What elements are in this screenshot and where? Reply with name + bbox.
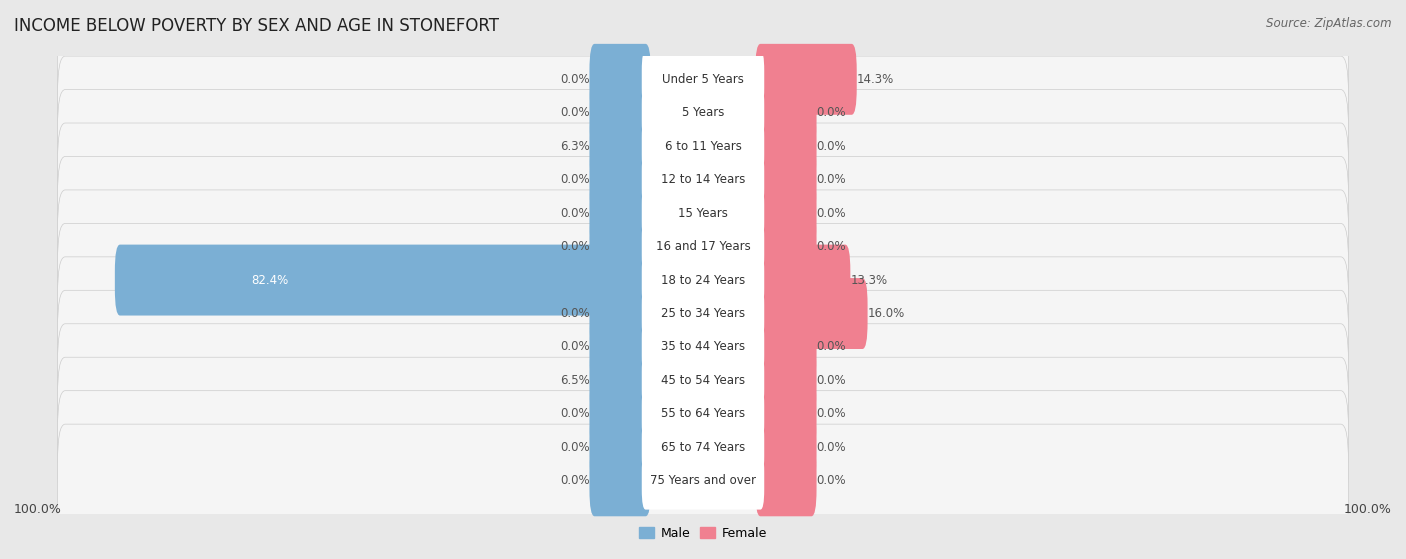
FancyBboxPatch shape	[755, 178, 817, 249]
Text: 65 to 74 Years: 65 to 74 Years	[661, 441, 745, 454]
Text: 0.0%: 0.0%	[817, 374, 846, 387]
Text: 35 to 44 Years: 35 to 44 Years	[661, 340, 745, 353]
FancyBboxPatch shape	[589, 378, 651, 449]
Text: 0.0%: 0.0%	[560, 441, 589, 454]
FancyBboxPatch shape	[755, 278, 868, 349]
FancyBboxPatch shape	[58, 123, 1348, 236]
FancyBboxPatch shape	[641, 285, 765, 342]
Text: 0.0%: 0.0%	[817, 140, 846, 153]
Text: 0.0%: 0.0%	[560, 106, 589, 119]
Text: 100.0%: 100.0%	[1344, 503, 1392, 516]
Legend: Male, Female: Male, Female	[640, 527, 766, 540]
FancyBboxPatch shape	[641, 452, 765, 510]
FancyBboxPatch shape	[589, 44, 651, 115]
FancyBboxPatch shape	[58, 357, 1348, 471]
Text: Under 5 Years: Under 5 Years	[662, 73, 744, 86]
Text: 75 Years and over: 75 Years and over	[650, 475, 756, 487]
FancyBboxPatch shape	[641, 252, 765, 309]
FancyBboxPatch shape	[115, 245, 651, 315]
FancyBboxPatch shape	[641, 151, 765, 209]
FancyBboxPatch shape	[755, 378, 817, 449]
FancyBboxPatch shape	[58, 23, 1348, 136]
FancyBboxPatch shape	[58, 324, 1348, 437]
FancyBboxPatch shape	[641, 184, 765, 242]
FancyBboxPatch shape	[641, 50, 765, 108]
FancyBboxPatch shape	[58, 391, 1348, 504]
FancyBboxPatch shape	[589, 345, 651, 416]
FancyBboxPatch shape	[58, 424, 1348, 538]
Text: 14.3%: 14.3%	[856, 73, 894, 86]
Text: 0.0%: 0.0%	[560, 307, 589, 320]
Text: Source: ZipAtlas.com: Source: ZipAtlas.com	[1267, 17, 1392, 30]
FancyBboxPatch shape	[641, 419, 765, 476]
FancyBboxPatch shape	[755, 311, 817, 382]
Text: 16.0%: 16.0%	[868, 307, 905, 320]
Text: 0.0%: 0.0%	[817, 106, 846, 119]
Text: 0.0%: 0.0%	[817, 408, 846, 420]
FancyBboxPatch shape	[589, 278, 651, 349]
FancyBboxPatch shape	[589, 446, 651, 517]
FancyBboxPatch shape	[641, 218, 765, 276]
Text: 25 to 34 Years: 25 to 34 Years	[661, 307, 745, 320]
Text: 6.3%: 6.3%	[560, 140, 589, 153]
FancyBboxPatch shape	[755, 211, 817, 282]
FancyBboxPatch shape	[755, 111, 817, 182]
Text: 0.0%: 0.0%	[560, 408, 589, 420]
Text: INCOME BELOW POVERTY BY SEX AND AGE IN STONEFORT: INCOME BELOW POVERTY BY SEX AND AGE IN S…	[14, 17, 499, 35]
Text: 0.0%: 0.0%	[817, 475, 846, 487]
FancyBboxPatch shape	[58, 157, 1348, 270]
FancyBboxPatch shape	[641, 318, 765, 376]
FancyBboxPatch shape	[589, 178, 651, 249]
Text: 16 and 17 Years: 16 and 17 Years	[655, 240, 751, 253]
FancyBboxPatch shape	[641, 117, 765, 175]
FancyBboxPatch shape	[589, 311, 651, 382]
FancyBboxPatch shape	[58, 290, 1348, 404]
FancyBboxPatch shape	[755, 412, 817, 483]
FancyBboxPatch shape	[755, 345, 817, 416]
FancyBboxPatch shape	[58, 89, 1348, 203]
FancyBboxPatch shape	[641, 84, 765, 141]
FancyBboxPatch shape	[755, 77, 817, 148]
FancyBboxPatch shape	[641, 385, 765, 443]
Text: 55 to 64 Years: 55 to 64 Years	[661, 408, 745, 420]
Text: 6 to 11 Years: 6 to 11 Years	[665, 140, 741, 153]
Text: 15 Years: 15 Years	[678, 207, 728, 220]
FancyBboxPatch shape	[641, 352, 765, 409]
Text: 5 Years: 5 Years	[682, 106, 724, 119]
FancyBboxPatch shape	[589, 412, 651, 483]
Text: 0.0%: 0.0%	[817, 173, 846, 186]
Text: 82.4%: 82.4%	[252, 273, 288, 287]
FancyBboxPatch shape	[755, 44, 856, 115]
FancyBboxPatch shape	[58, 257, 1348, 370]
FancyBboxPatch shape	[755, 446, 817, 517]
Text: 0.0%: 0.0%	[560, 207, 589, 220]
FancyBboxPatch shape	[589, 77, 651, 148]
Text: 0.0%: 0.0%	[817, 441, 846, 454]
Text: 18 to 24 Years: 18 to 24 Years	[661, 273, 745, 287]
Text: 0.0%: 0.0%	[560, 173, 589, 186]
FancyBboxPatch shape	[58, 190, 1348, 304]
FancyBboxPatch shape	[755, 245, 851, 315]
Text: 13.3%: 13.3%	[851, 273, 887, 287]
FancyBboxPatch shape	[58, 224, 1348, 337]
Text: 45 to 54 Years: 45 to 54 Years	[661, 374, 745, 387]
FancyBboxPatch shape	[755, 144, 817, 215]
FancyBboxPatch shape	[589, 144, 651, 215]
Text: 12 to 14 Years: 12 to 14 Years	[661, 173, 745, 186]
Text: 0.0%: 0.0%	[560, 340, 589, 353]
Text: 100.0%: 100.0%	[14, 503, 62, 516]
Text: 0.0%: 0.0%	[560, 240, 589, 253]
FancyBboxPatch shape	[589, 211, 651, 282]
Text: 0.0%: 0.0%	[560, 73, 589, 86]
Text: 0.0%: 0.0%	[817, 340, 846, 353]
FancyBboxPatch shape	[58, 56, 1348, 169]
Text: 0.0%: 0.0%	[817, 240, 846, 253]
FancyBboxPatch shape	[589, 111, 651, 182]
Text: 0.0%: 0.0%	[560, 475, 589, 487]
Text: 0.0%: 0.0%	[817, 207, 846, 220]
Text: 6.5%: 6.5%	[560, 374, 589, 387]
